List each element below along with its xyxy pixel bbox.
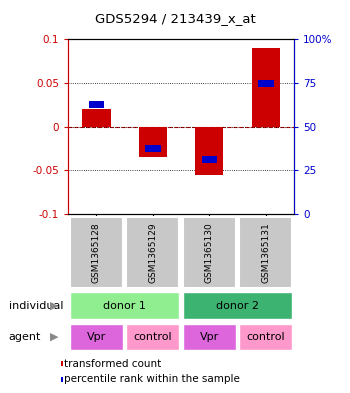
Text: control: control — [134, 332, 172, 342]
Text: transformed count: transformed count — [64, 358, 161, 369]
Text: GSM1365129: GSM1365129 — [148, 222, 158, 283]
Bar — [239, 217, 292, 288]
Text: GDS5294 / 213439_x_at: GDS5294 / 213439_x_at — [94, 12, 256, 25]
Bar — [70, 217, 123, 288]
Text: individual: individual — [9, 301, 63, 310]
Text: Vpr: Vpr — [87, 332, 106, 342]
Bar — [70, 324, 123, 350]
Bar — [70, 292, 179, 319]
Text: donor 1: donor 1 — [103, 301, 146, 310]
Bar — [183, 217, 236, 288]
Text: GSM1365131: GSM1365131 — [261, 222, 270, 283]
Text: ▶: ▶ — [50, 332, 58, 342]
Bar — [239, 324, 292, 350]
Bar — [183, 292, 292, 319]
Text: GSM1365128: GSM1365128 — [92, 222, 101, 283]
Bar — [183, 324, 236, 350]
Bar — [139, 127, 167, 157]
Bar — [126, 324, 179, 350]
Bar — [202, 156, 217, 163]
Text: agent: agent — [9, 332, 41, 342]
Bar — [258, 79, 274, 86]
Bar — [89, 101, 104, 108]
Bar — [145, 145, 161, 152]
Text: GSM1365130: GSM1365130 — [205, 222, 214, 283]
Bar — [195, 127, 223, 175]
Text: Vpr: Vpr — [200, 332, 219, 342]
Bar — [82, 109, 111, 127]
Bar — [252, 48, 280, 127]
Text: control: control — [246, 332, 285, 342]
Text: percentile rank within the sample: percentile rank within the sample — [64, 374, 239, 384]
Text: donor 2: donor 2 — [216, 301, 259, 310]
Text: ▶: ▶ — [50, 301, 58, 310]
Bar — [126, 217, 179, 288]
